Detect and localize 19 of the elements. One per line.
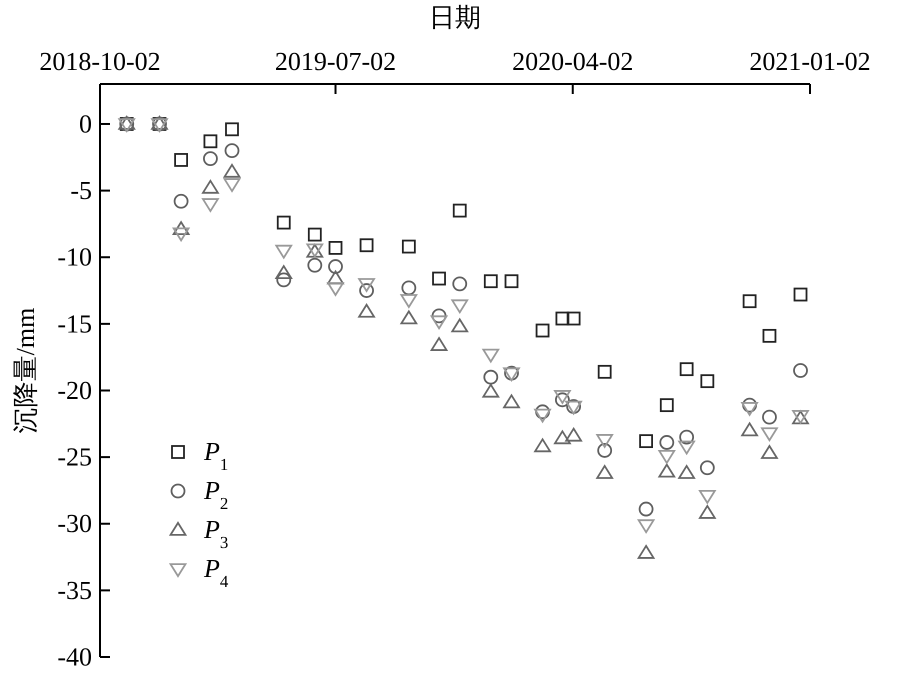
y-tick-label: -30	[57, 509, 92, 538]
legend-label: P$_{4}$	[203, 554, 229, 590]
x-tick-label: 2019-07-02	[274, 47, 396, 76]
legend-label: P$_{3}$	[203, 515, 228, 552]
x-tick-label: 2020-04-02	[512, 47, 634, 76]
legend-label: P$_{2}$	[203, 476, 228, 512]
x-tick-label: 2021-01-02	[749, 47, 871, 76]
y-tick-label: -5	[70, 176, 92, 206]
y-tick-label: -25	[57, 442, 92, 472]
y-tick-label: 0	[79, 109, 92, 138]
x-axis-title: 日期	[429, 3, 481, 32]
y-axis-title: 沉降量/mm	[11, 308, 40, 434]
y-tick-label: -20	[57, 376, 92, 405]
y-tick-label: -10	[57, 242, 92, 272]
y-tick-label: -40	[57, 642, 92, 672]
y-tick-label: -35	[57, 576, 92, 605]
y-tick-label: -15	[57, 309, 92, 338]
legend-label: P$_{1}$	[203, 437, 228, 474]
x-tick-label: 2018-10-02	[39, 47, 161, 76]
